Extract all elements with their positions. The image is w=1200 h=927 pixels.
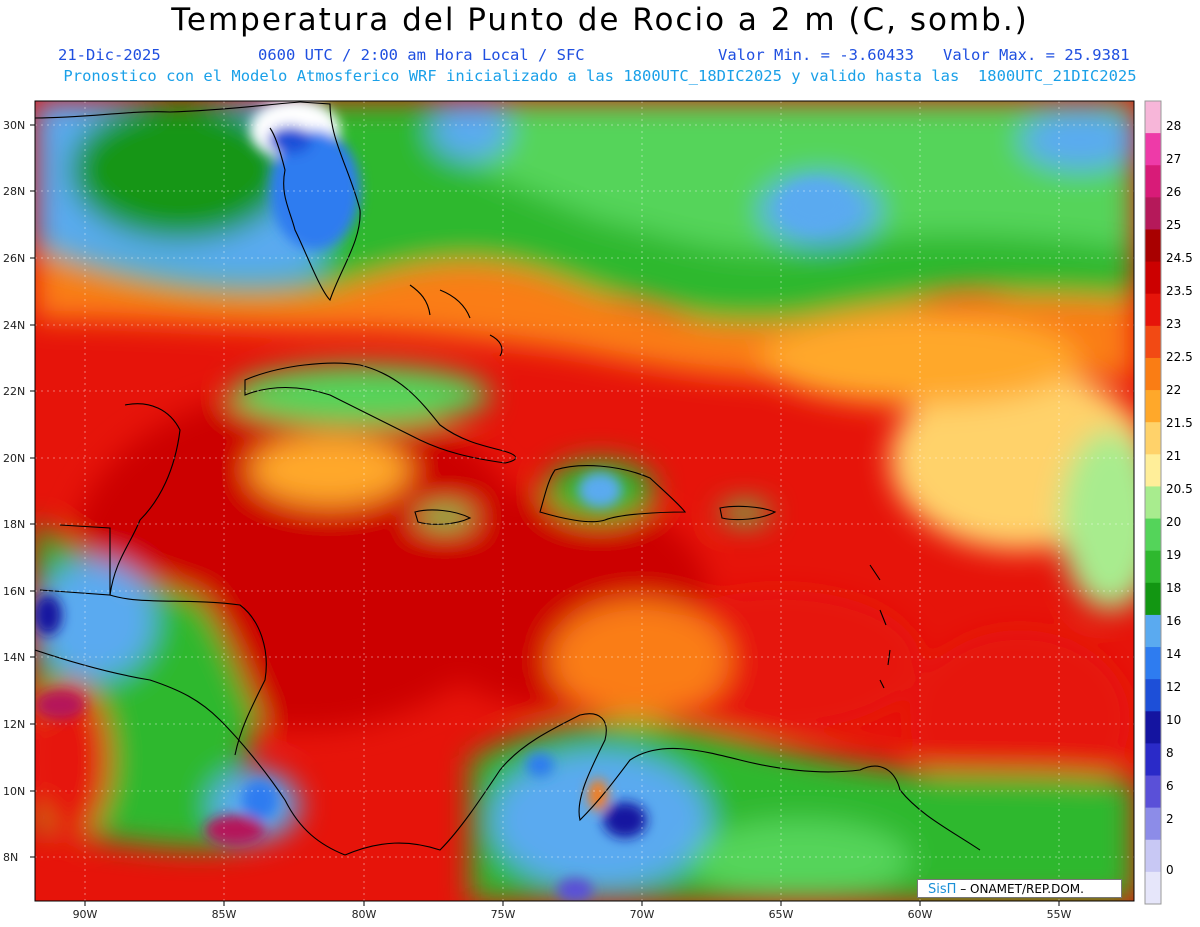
max-value: Valor Max. = 25.9381 (943, 46, 1130, 64)
colorbar-swatch (1145, 807, 1161, 841)
colorbar-label: 24.5 (1166, 251, 1193, 265)
colorbar-label: 23.5 (1166, 284, 1193, 298)
colorbar-swatch (1145, 454, 1161, 487)
colorbar-swatch (1145, 261, 1161, 295)
lon-label: 60W (908, 908, 933, 921)
lat-label: 20N (3, 452, 25, 465)
colorbar-swatch (1145, 325, 1161, 359)
colorbar-label: 22.5 (1166, 350, 1193, 364)
colorbar-label: 23 (1166, 317, 1181, 331)
colorbar-label: 0 (1166, 863, 1174, 877)
colorbar-labels: 28 27 26 25 24.5 23.5 23 22.5 22 21.5 21… (1166, 119, 1193, 877)
colorbar-label: 20.5 (1166, 482, 1193, 496)
colorbar-swatch (1145, 165, 1161, 198)
lat-label: 12N (3, 718, 25, 731)
lon-label: 70W (630, 908, 655, 921)
credit-box: SisΠ – ONAMET/REP.DOM. (917, 879, 1122, 898)
colorbar-label: 2 (1166, 812, 1174, 826)
colorbar-swatch (1145, 614, 1161, 648)
colorbar-label: 27 (1166, 152, 1181, 166)
colorbar-swatch (1145, 679, 1161, 712)
colorbar-swatch (1145, 101, 1161, 134)
lat-label: 14N (3, 651, 25, 664)
colorbar-label: 20 (1166, 515, 1181, 529)
colorbar-label: 16 (1166, 614, 1181, 628)
latitude-axis: 30N 28N 26N 24N 22N 20N 18N 16N 14N 12N … (3, 119, 25, 864)
colorbar-swatch (1145, 550, 1161, 584)
lat-label: 16N (3, 585, 25, 598)
map-border (34, 100, 1135, 902)
colorbar-swatch (1145, 390, 1161, 423)
lon-label: 75W (491, 908, 516, 921)
lat-label: 8N (3, 851, 18, 864)
colorbar-swatch (1145, 647, 1161, 680)
lon-label: 80W (352, 908, 377, 921)
colorbar-swatch (1145, 357, 1161, 391)
colorbar (1144, 100, 1162, 905)
colorbar-swatch (1145, 197, 1161, 230)
colorbar-label: 22 (1166, 383, 1181, 397)
lat-label: 28N (3, 185, 25, 198)
forecast-time: 0600 UTC / 2:00 am Hora Local / SFC (258, 46, 585, 64)
lon-label: 85W (212, 908, 237, 921)
lat-label: 26N (3, 252, 25, 265)
colorbar-label: 10 (1166, 713, 1181, 727)
colorbar-label: 28 (1166, 119, 1181, 133)
colorbar-swatch (1145, 486, 1161, 520)
colorbar-swatch (1145, 743, 1161, 777)
colorbar-swatch (1145, 775, 1161, 809)
colorbar-swatch (1145, 518, 1161, 552)
colorbar-swatch (1145, 839, 1161, 873)
lat-label: 18N (3, 518, 25, 531)
colorbar-label: 12 (1166, 680, 1181, 694)
colorbar-swatch (1145, 582, 1161, 616)
lat-label: 22N (3, 385, 25, 398)
colorbar-label: 18 (1166, 581, 1181, 595)
colorbar-swatch (1145, 133, 1161, 166)
min-value: Valor Min. = -3.60433 (718, 46, 914, 64)
colorbar-swatch (1145, 422, 1161, 455)
colorbar-label: 14 (1166, 647, 1181, 661)
lon-label: 55W (1047, 908, 1072, 921)
forecast-date: 21-Dic-2025 (58, 46, 161, 64)
chart-title: Temperatura del Punto de Rocio a 2 m (C,… (171, 2, 1029, 38)
brand-logo: SisΠ (928, 882, 957, 897)
colorbar-label: 19 (1166, 548, 1181, 562)
colorbar-swatch (1145, 871, 1161, 905)
lon-label: 90W (73, 908, 98, 921)
longitude-axis: 90W 85W 80W 75W 70W 65W 60W 55W (73, 908, 1072, 921)
model-info: Pronostico con el Modelo Atmosferico WRF… (63, 67, 1137, 85)
colorbar-border (1144, 100, 1162, 905)
colorbar-swatch (1145, 229, 1161, 263)
lon-label: 65W (769, 908, 794, 921)
lat-label: 10N (3, 785, 25, 798)
colorbar-label: 21.5 (1166, 416, 1193, 430)
colorbar-swatch (1145, 711, 1161, 744)
colorbar-label: 25 (1166, 218, 1181, 232)
colorbar-label: 8 (1166, 746, 1174, 760)
lat-label: 30N (3, 119, 25, 132)
dewpoint-field (35, 101, 1134, 901)
colorbar-label: 21 (1166, 449, 1181, 463)
lat-label: 24N (3, 319, 25, 332)
colorbar-label: 6 (1166, 779, 1174, 793)
colorbar-swatch (1145, 293, 1161, 327)
credit-text: – ONAMET/REP.DOM. (956, 882, 1084, 896)
colorbar-label: 26 (1166, 185, 1181, 199)
